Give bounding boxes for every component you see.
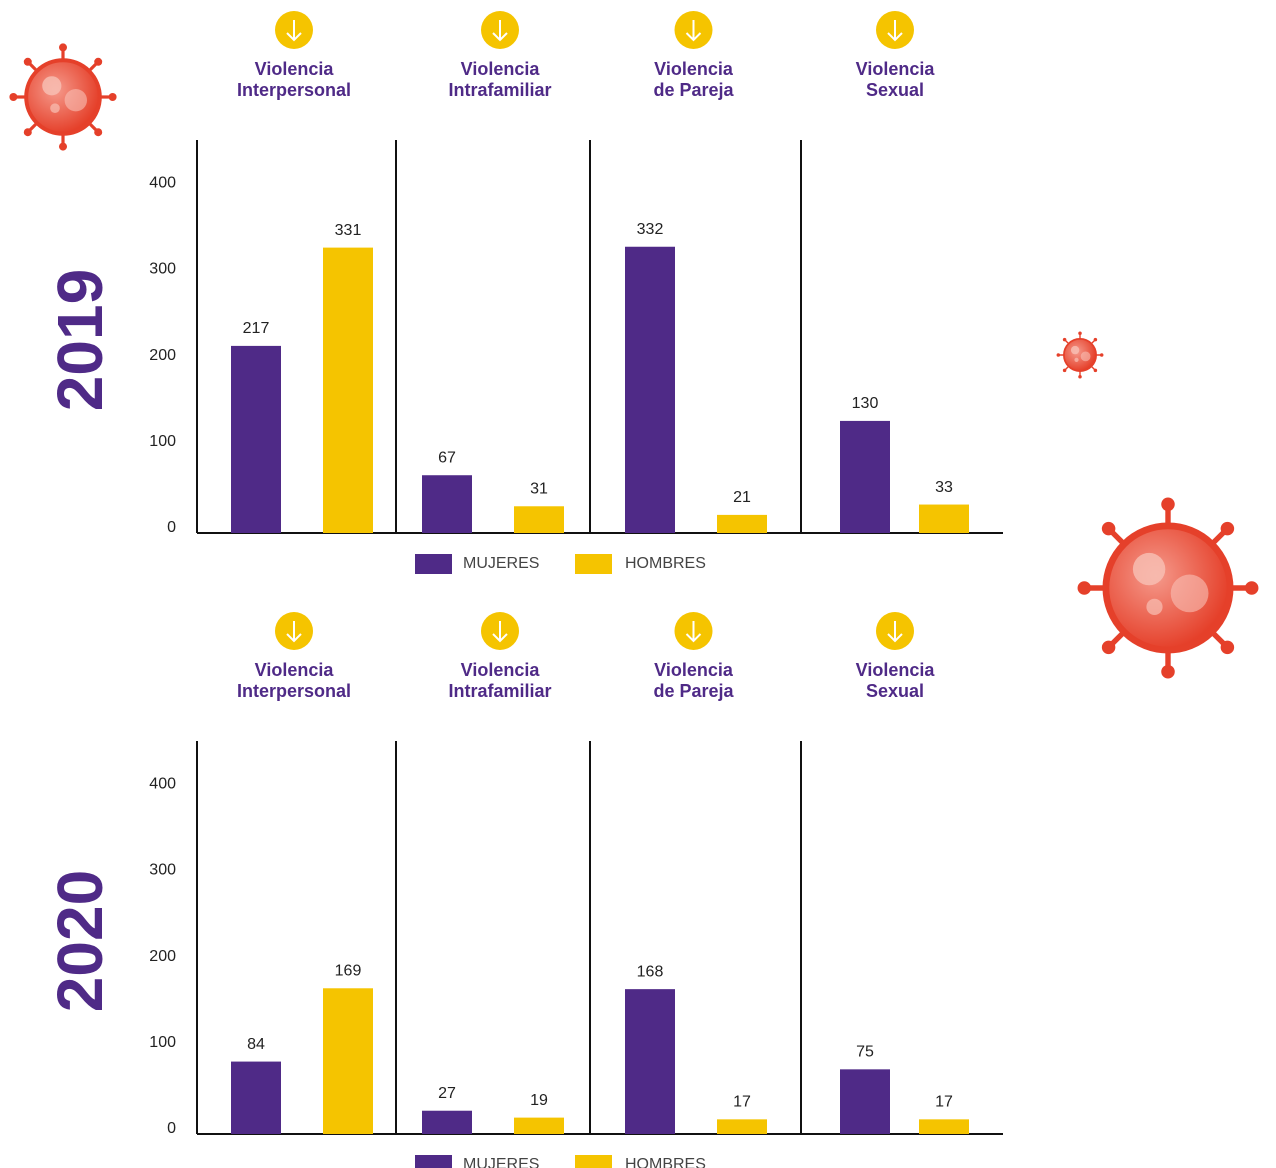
arrow-icon: [286, 20, 302, 42]
value-label: 19: [530, 1092, 548, 1109]
bar: [717, 1119, 767, 1134]
bar: [919, 1119, 969, 1134]
y-tick-label: 200: [149, 347, 176, 364]
bar: [717, 514, 767, 533]
year-label: 2020: [44, 870, 116, 1012]
arrow-icon: [492, 621, 508, 643]
legend-label: HOMBRES: [625, 555, 706, 572]
value-label: 75: [856, 1044, 874, 1061]
y-tick-label: 0: [167, 1120, 176, 1137]
y-tick-label: 100: [149, 1034, 176, 1051]
arrow-icon: [286, 621, 302, 643]
legend-swatch: [575, 1155, 612, 1168]
value-label: 168: [637, 963, 664, 980]
bar: [323, 247, 373, 534]
value-label: 17: [733, 1094, 751, 1111]
value-label: 67: [438, 449, 456, 466]
category-label: Violencia Interpersonal: [237, 660, 351, 701]
bar: [323, 988, 373, 1134]
bar: [422, 475, 472, 533]
category-label: Violencia Sexual: [856, 59, 936, 100]
value-label: 331: [335, 222, 362, 239]
y-tick-label: 300: [149, 261, 176, 278]
bar: [625, 989, 675, 1134]
category-label: Violencia Intrafamiliar: [448, 660, 551, 701]
category-label: Violencia Intrafamiliar: [448, 59, 551, 100]
virus-decoration: [1078, 498, 1259, 679]
y-tick-label: 200: [149, 948, 176, 965]
value-label: 84: [247, 1036, 265, 1053]
arrow-icon: [685, 20, 702, 42]
virus-decoration: [1055, 330, 1105, 380]
y-tick-label: 400: [149, 174, 176, 191]
category-label: Violencia Interpersonal: [237, 59, 351, 100]
y-tick-label: 0: [167, 519, 176, 536]
value-label: 33: [935, 479, 953, 496]
y-tick-label: 100: [149, 433, 176, 450]
category-label: Violencia Sexual: [856, 660, 936, 701]
y-tick-label: 300: [149, 862, 176, 879]
y-tick-label: 400: [149, 775, 176, 792]
arrow-icon: [887, 621, 903, 643]
bar: [840, 420, 890, 533]
bar: [840, 1069, 890, 1134]
charts: 2019 0 100 200 300 400 Violencia Interpersonal V…: [44, 11, 1003, 1168]
arrow-icon: [685, 621, 702, 643]
value-label: 31: [530, 480, 548, 497]
bar: [919, 504, 969, 533]
arrow-icon: [887, 20, 903, 42]
year-label: 2019: [44, 269, 116, 411]
bar: [231, 345, 281, 533]
legend-label: HOMBRES: [625, 1156, 706, 1168]
category-label: Violencia de Pareja: [653, 660, 734, 701]
bar: [231, 1061, 281, 1134]
legend-swatch: [415, 1155, 452, 1168]
legend-swatch: [575, 554, 612, 574]
value-label: 27: [438, 1085, 456, 1102]
value-label: 130: [852, 395, 879, 412]
bar: [514, 1117, 564, 1134]
arrow-icon: [492, 20, 508, 42]
value-label: 17: [935, 1094, 953, 1111]
value-label: 169: [335, 963, 362, 980]
value-label: 332: [637, 221, 664, 238]
value-label: 217: [243, 320, 270, 337]
bar: [422, 1110, 472, 1134]
bar: [625, 246, 675, 533]
legend-label: MUJERES: [463, 555, 539, 572]
value-label: 21: [733, 489, 751, 506]
legend-label: MUJERES: [463, 1156, 539, 1168]
category-label: Violencia de Pareja: [653, 59, 734, 100]
bar: [514, 506, 564, 533]
legend-swatch: [415, 554, 452, 574]
virus-decoration: [9, 43, 116, 150]
